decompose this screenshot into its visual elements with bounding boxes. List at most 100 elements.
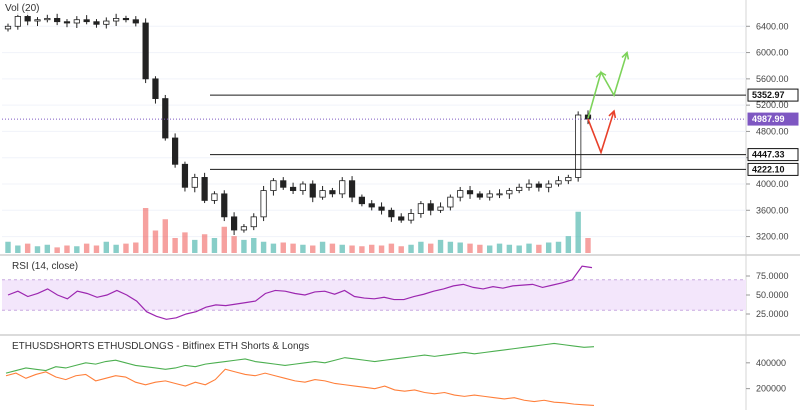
volume-bar	[447, 241, 454, 253]
volume-bar	[290, 243, 296, 253]
candle-body	[211, 193, 218, 201]
volume-bar	[201, 234, 208, 253]
volume-bar	[231, 236, 237, 253]
volume-bar	[251, 238, 257, 253]
volume-bar	[575, 211, 581, 253]
price-tick-label: 6000.00	[756, 48, 789, 58]
candle-body	[93, 21, 100, 25]
candle-body	[142, 22, 149, 80]
forecast-arrow-path	[587, 52, 628, 119]
price-tick-label: 5600.00	[756, 74, 789, 84]
rsi-pane-title: RSI (14, close)	[10, 261, 81, 273]
candle-body	[240, 226, 248, 231]
candle-body	[270, 180, 277, 191]
level-label: 5352.97	[752, 90, 785, 100]
candle-body	[260, 190, 267, 218]
forecast-arrow-path	[587, 110, 615, 155]
candle-body	[319, 190, 326, 198]
level-label-box	[747, 162, 799, 176]
ls-tick-label: 200000	[756, 384, 786, 394]
ethusdlongs-line	[5, 342, 595, 374]
volume-bar	[44, 244, 51, 253]
rsi-line	[7, 265, 593, 320]
volume-bar	[5, 241, 11, 253]
volume-bar	[221, 226, 227, 253]
candle-body	[201, 177, 208, 201]
volume-bar	[349, 245, 355, 253]
volume-bar	[133, 242, 139, 253]
candle-body	[447, 196, 454, 208]
volume-bar	[152, 230, 159, 253]
volume-bar	[74, 246, 80, 253]
ethusdshorts-line	[5, 368, 595, 406]
volume-bar	[467, 243, 473, 253]
candle-body	[516, 186, 523, 191]
candle-body	[34, 19, 41, 22]
volume-bar	[378, 245, 385, 253]
volume-bar	[496, 243, 503, 253]
candle-body	[289, 186, 297, 191]
volume-bar	[103, 241, 110, 253]
candle-body	[398, 216, 405, 221]
candle-body	[162, 98, 169, 139]
volume-bar	[113, 244, 119, 253]
volume-bar	[418, 241, 424, 253]
candle-body	[486, 193, 493, 198]
volume-bar	[280, 242, 286, 253]
volume-bar	[369, 244, 375, 253]
price-tick-label: 6400.00	[756, 21, 789, 31]
shorts-longs-pane-title: ETHUSDSHORTS ETHUSDLONGS - Bitfinex ETH …	[10, 341, 312, 353]
volume-bar	[477, 244, 483, 253]
volume-bar	[388, 243, 395, 253]
level-label: 4987.99	[752, 114, 785, 124]
volume-bar	[172, 238, 178, 253]
volume-indicator-label: Vol (20)	[3, 3, 42, 15]
volume-bar	[270, 243, 277, 253]
candle-body	[545, 183, 552, 188]
forecast-arrow-head	[621, 50, 630, 60]
candle-body	[73, 19, 80, 24]
candle-body	[339, 180, 346, 195]
volume-bar	[339, 244, 345, 253]
forecast-arrow-head	[608, 109, 617, 119]
candle-body	[4, 25, 12, 30]
candle-body	[348, 180, 356, 198]
candle-body	[132, 19, 139, 24]
level-label-box	[747, 88, 799, 102]
candle-body	[191, 177, 198, 188]
level-label: 4222.10	[752, 164, 785, 174]
volume-bar	[565, 236, 572, 253]
rsi-tick-label: 75.0000	[756, 271, 789, 281]
ls-tick-label: 400000	[756, 358, 786, 368]
rsi-band	[2, 279, 746, 311]
price-tick-label: 4000.00	[756, 179, 789, 189]
candle-body	[299, 183, 307, 191]
volume-bar	[241, 239, 247, 253]
volume-bar	[398, 246, 404, 253]
candle-body	[427, 203, 434, 211]
volume-bar	[319, 241, 326, 253]
candle-body	[309, 183, 316, 198]
candle-body	[14, 16, 21, 27]
rsi-tick-label: 25.0000	[756, 309, 789, 319]
candle-body	[44, 17, 51, 21]
price-tick-label: 4800.00	[756, 126, 789, 136]
candle-body	[555, 180, 562, 185]
candle-body	[122, 17, 130, 21]
candle-body	[457, 190, 464, 198]
volume-bar	[300, 244, 306, 253]
candle-body	[506, 190, 513, 195]
price-tick-label: 5200.00	[756, 100, 789, 110]
price-tick-label: 3200.00	[756, 232, 789, 242]
volume-bar	[260, 241, 267, 253]
volume-bar	[437, 239, 444, 253]
level-label: 4447.33	[752, 150, 785, 160]
volume-bar	[83, 243, 90, 253]
volume-bar	[162, 219, 168, 253]
volume-bar	[34, 246, 41, 253]
volume-bar	[15, 245, 21, 253]
volume-bar	[64, 245, 70, 253]
volume-bar	[359, 246, 365, 253]
